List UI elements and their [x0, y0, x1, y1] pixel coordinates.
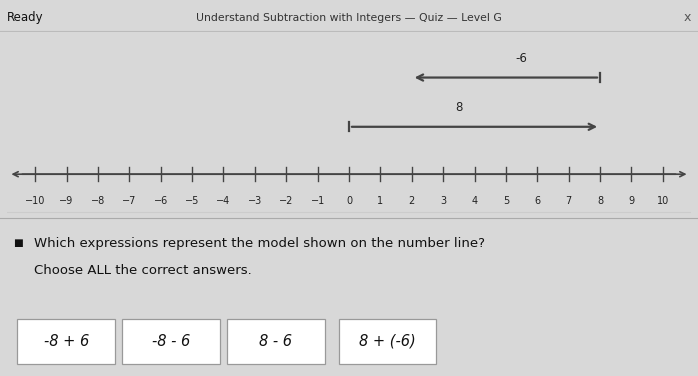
Text: 8 - 6: 8 - 6	[259, 334, 292, 349]
Text: 1: 1	[378, 196, 383, 206]
Text: 9: 9	[628, 196, 634, 206]
Text: Understand Subtraction with Integers — Quiz — Level G: Understand Subtraction with Integers — Q…	[196, 12, 502, 23]
Text: 4: 4	[471, 196, 477, 206]
Text: Choose ALL the correct answers.: Choose ALL the correct answers.	[34, 264, 251, 277]
Text: -8 + 6: -8 + 6	[44, 334, 89, 349]
FancyBboxPatch shape	[122, 318, 220, 364]
Text: −4: −4	[216, 196, 230, 206]
FancyBboxPatch shape	[339, 318, 436, 364]
Text: ■: ■	[13, 238, 22, 249]
Text: −2: −2	[279, 196, 293, 206]
Text: 2: 2	[408, 196, 415, 206]
Text: 7: 7	[565, 196, 572, 206]
Text: 10: 10	[657, 196, 669, 206]
Text: Which expressions represent the model shown on the number line?: Which expressions represent the model sh…	[34, 237, 484, 250]
Text: 3: 3	[440, 196, 446, 206]
Text: 0: 0	[346, 196, 352, 206]
Text: -6: -6	[516, 52, 528, 65]
Text: -8 - 6: -8 - 6	[152, 334, 190, 349]
Text: −1: −1	[311, 196, 325, 206]
Text: 8: 8	[455, 101, 463, 114]
Text: 5: 5	[503, 196, 509, 206]
Text: 6: 6	[534, 196, 540, 206]
FancyBboxPatch shape	[17, 318, 115, 364]
Text: −5: −5	[185, 196, 200, 206]
Text: −8: −8	[91, 196, 105, 206]
Text: −6: −6	[154, 196, 168, 206]
Text: Ready: Ready	[7, 11, 43, 24]
Text: −10: −10	[25, 196, 45, 206]
Text: x: x	[683, 11, 691, 24]
Text: −7: −7	[122, 196, 137, 206]
FancyBboxPatch shape	[227, 318, 325, 364]
Text: −3: −3	[248, 196, 262, 206]
Text: 8: 8	[597, 196, 603, 206]
Text: −9: −9	[59, 196, 74, 206]
Text: 8 + (-6): 8 + (-6)	[359, 334, 416, 349]
